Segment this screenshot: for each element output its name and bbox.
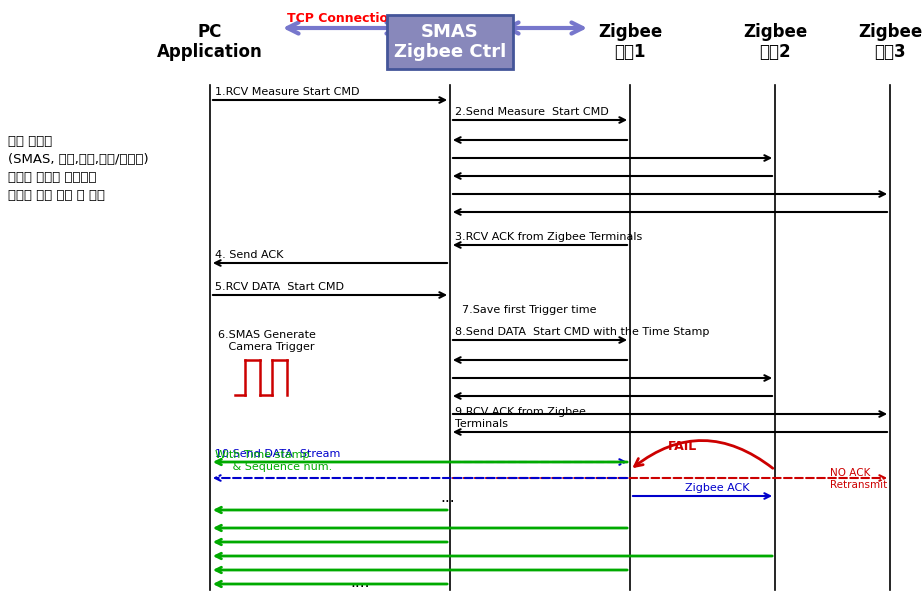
Text: ...: ...: [440, 490, 455, 505]
Text: (SMAS, 장력,체중,풍향/풍속기): (SMAS, 장력,체중,풍향/풍속기): [8, 153, 149, 166]
Text: 모든 장치는: 모든 장치는: [8, 135, 53, 148]
Text: 3.RCV ACK from Zigbee Terminals: 3.RCV ACK from Zigbee Terminals: [455, 232, 642, 242]
Text: 9.RCV ACK from Zigbee
Terminals: 9.RCV ACK from Zigbee Terminals: [455, 408, 586, 429]
Text: Zigbee
단말2: Zigbee 단말2: [743, 23, 807, 61]
Text: 6.SMAS Generate
   Camera Trigger: 6.SMAS Generate Camera Trigger: [218, 330, 316, 352]
Text: 8.Send DATA  Start CMD with the Time Stamp: 8.Send DATA Start CMD with the Time Stam…: [455, 327, 710, 337]
Text: NO ACK
Retransmit: NO ACK Retransmit: [830, 468, 887, 489]
Text: TCP Connection: TCP Connection: [287, 12, 397, 25]
Text: PC
Application: PC Application: [157, 23, 263, 61]
Text: 동기화 장치를 이용하여: 동기화 장치를 이용하여: [8, 171, 97, 184]
Text: SMAS
Zigbee Ctrl: SMAS Zigbee Ctrl: [394, 23, 506, 61]
Text: Zigbee
단말1: Zigbee 단말1: [598, 23, 662, 61]
Text: 7.Save first Trigger time: 7.Save first Trigger time: [462, 305, 596, 315]
Text: ....: ....: [350, 575, 370, 590]
Text: 4. Send ACK: 4. Send ACK: [215, 250, 283, 260]
Text: Zigbee ACK: Zigbee ACK: [685, 483, 749, 493]
Text: 10.Send DATA  Stream: 10.Send DATA Stream: [215, 449, 341, 459]
Text: With Time stamp
     & Sequence num.: With Time stamp & Sequence num.: [215, 450, 332, 472]
Text: 1.RCV Measure Start CMD: 1.RCV Measure Start CMD: [215, 87, 359, 97]
Text: FAIL: FAIL: [668, 440, 697, 453]
Text: Zigbee
단말3: Zigbee 단말3: [857, 23, 922, 61]
Text: 시간을 동기 시킨 후 사용: 시간을 동기 시킨 후 사용: [8, 189, 105, 202]
Text: 5.RCV DATA  Start CMD: 5.RCV DATA Start CMD: [215, 282, 344, 292]
Text: 2.Send Measure  Start CMD: 2.Send Measure Start CMD: [455, 107, 609, 117]
